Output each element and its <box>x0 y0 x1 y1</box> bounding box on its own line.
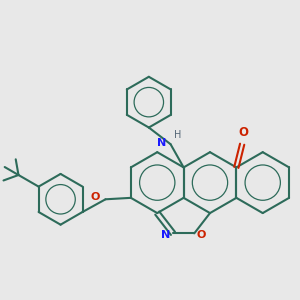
Text: N: N <box>161 230 170 240</box>
Text: O: O <box>90 192 100 202</box>
Text: O: O <box>197 230 206 240</box>
Text: N: N <box>157 138 166 148</box>
Text: O: O <box>238 126 249 139</box>
Text: H: H <box>174 130 182 140</box>
